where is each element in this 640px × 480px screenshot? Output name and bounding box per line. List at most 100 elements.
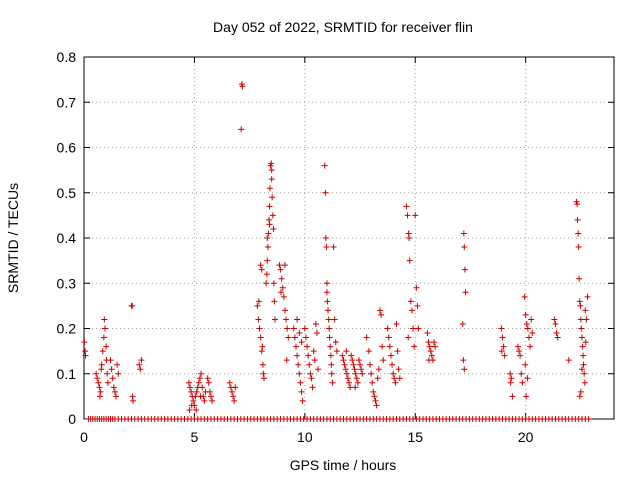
- data-point: [552, 320, 559, 327]
- data-point: [329, 379, 336, 386]
- data-point: [498, 325, 505, 332]
- data-point: [391, 375, 398, 382]
- data-point: [575, 244, 582, 251]
- data-point: [290, 325, 297, 332]
- data-point: [196, 375, 203, 382]
- data-point: [108, 366, 115, 373]
- y-tick-label: 0.6: [57, 140, 77, 156]
- data-point: [413, 284, 420, 291]
- data-point: [330, 244, 337, 251]
- data-point: [461, 266, 468, 273]
- data-point: [323, 244, 330, 251]
- data-point: [581, 379, 588, 386]
- data-point: [581, 370, 588, 377]
- data-point: [114, 361, 121, 368]
- data-point: [284, 325, 291, 332]
- data-point: [582, 339, 589, 346]
- data-point: [384, 325, 391, 332]
- data-point: [264, 235, 271, 241]
- data-point: [425, 357, 432, 364]
- data-point: [369, 379, 376, 386]
- data-point: [522, 361, 529, 368]
- data-point: [432, 343, 439, 350]
- data-point: [96, 393, 103, 400]
- data-point: [256, 325, 263, 332]
- data-point: [325, 316, 332, 323]
- x-tick-label: 20: [518, 429, 534, 445]
- data-point: [82, 352, 89, 359]
- y-tick-label: 0.2: [57, 321, 77, 337]
- data-point: [499, 334, 506, 341]
- data-point: [352, 384, 359, 391]
- data-point: [268, 160, 275, 167]
- data-point: [269, 194, 276, 201]
- data-point: [374, 375, 381, 382]
- x-tick-label: 10: [297, 429, 313, 445]
- x-axis-label: GPS time / hours: [290, 457, 397, 473]
- data-point: [341, 361, 348, 368]
- data-point: [263, 271, 270, 278]
- data-point: [283, 316, 290, 323]
- data-point: [323, 289, 330, 296]
- data-point: [414, 302, 421, 309]
- data-point: [277, 289, 284, 296]
- data-point: [326, 334, 333, 341]
- data-point: [230, 393, 237, 400]
- data-point: [130, 397, 137, 404]
- data-point: [207, 393, 214, 400]
- data-point: [308, 375, 315, 382]
- data-point: [385, 334, 392, 341]
- data-point: [326, 325, 333, 332]
- data-point: [113, 393, 120, 400]
- data-point: [580, 361, 587, 368]
- data-point: [302, 334, 309, 341]
- data-point: [99, 348, 106, 355]
- data-point: [583, 316, 590, 323]
- data-point: [276, 262, 283, 269]
- data-point: [264, 257, 271, 264]
- data-point: [578, 325, 585, 332]
- data-point: [425, 339, 432, 346]
- data-point: [347, 384, 354, 391]
- data-point: [460, 230, 467, 237]
- y-tick-label: 0.1: [57, 366, 77, 382]
- data-point: [271, 298, 278, 305]
- data-point: [519, 379, 526, 386]
- data-point: [185, 379, 192, 386]
- data-point: [406, 257, 413, 264]
- data-point: [516, 348, 523, 355]
- data-point: [283, 357, 290, 364]
- y-axis-label: SRMTID / TECUs: [5, 183, 21, 293]
- data-point: [309, 384, 316, 391]
- data-point: [305, 352, 312, 359]
- data-point: [193, 406, 200, 413]
- data-point: [321, 162, 328, 169]
- data-point: [325, 307, 332, 314]
- data-point: [554, 334, 561, 341]
- data-point: [580, 352, 587, 359]
- data-point: [370, 388, 377, 395]
- data-point: [339, 352, 346, 359]
- data-point: [396, 375, 403, 382]
- data-point: [379, 343, 386, 350]
- data-point: [393, 320, 400, 327]
- data-point: [408, 307, 415, 314]
- axis-ticks: 0 0.1 0.2 0.3 0.4 0.5 0.6 0.7 0.8 0 5 10 15 20: [57, 49, 614, 445]
- data-point: [459, 320, 466, 327]
- data-point: [390, 370, 397, 377]
- data-point: [380, 357, 387, 364]
- data-point: [138, 357, 145, 364]
- data-point: [406, 235, 413, 241]
- data-point: [100, 334, 107, 341]
- data-point: [386, 343, 393, 350]
- data-point: [431, 339, 438, 346]
- data-point: [371, 393, 378, 400]
- data-point: [204, 375, 211, 382]
- data-point: [291, 334, 298, 341]
- data-point: [324, 298, 331, 305]
- data-point: [95, 379, 102, 386]
- data-point: [344, 375, 351, 382]
- data-point: [525, 334, 532, 341]
